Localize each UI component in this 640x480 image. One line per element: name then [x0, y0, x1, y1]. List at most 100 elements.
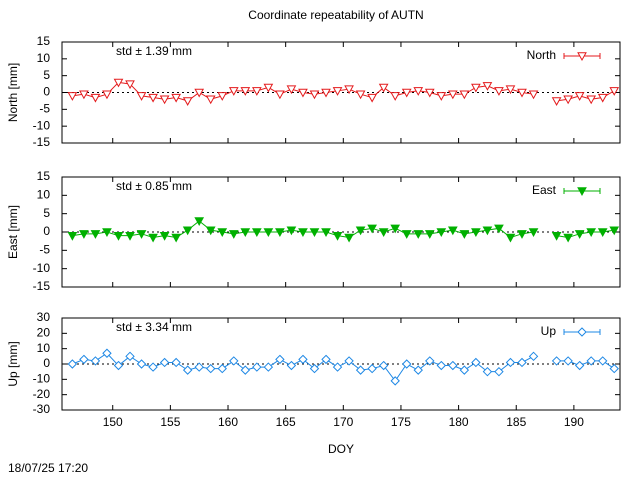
legend-label: North: [527, 48, 556, 62]
marker: [286, 226, 297, 236]
marker: [436, 360, 447, 371]
legend-label: East: [532, 183, 557, 197]
marker: [79, 230, 89, 239]
marker: [171, 93, 181, 103]
marker: [275, 354, 285, 365]
marker: [251, 228, 262, 238]
marker: [448, 360, 458, 371]
annotation: std ± 3.34 mm: [116, 320, 192, 334]
y-tick-label: 30: [37, 310, 51, 324]
x-tick-label: 190: [564, 415, 584, 429]
marker: [413, 230, 424, 239]
marker: [136, 230, 147, 239]
x-tick-label: 185: [506, 415, 526, 429]
x-tick-label: 165: [276, 415, 296, 429]
marker: [505, 233, 516, 243]
marker: [321, 88, 331, 98]
marker: [447, 90, 458, 100]
marker: [275, 228, 285, 238]
marker: [482, 366, 493, 377]
y-tick-label: -5: [39, 102, 50, 116]
marker: [171, 357, 181, 368]
marker: [401, 230, 412, 239]
marker: [148, 93, 158, 103]
marker: [148, 233, 158, 243]
marker: [332, 362, 343, 372]
marker: [286, 85, 297, 95]
x-tick-label: 150: [103, 415, 123, 429]
marker: [182, 365, 193, 375]
y-tick-label: -5: [39, 243, 50, 257]
marker: [159, 231, 170, 241]
x-tick-label: 180: [449, 415, 469, 429]
x-tick-label: 170: [333, 415, 353, 429]
y-tick-label: 10: [37, 188, 51, 202]
marker: [194, 362, 204, 372]
marker: [286, 360, 297, 371]
legend-marker: [577, 327, 587, 337]
marker: [494, 366, 504, 377]
marker: [102, 348, 112, 358]
marker: [378, 228, 389, 238]
y-tick-label: -10: [33, 261, 51, 275]
marker: [413, 87, 424, 96]
legend-label: Up: [541, 324, 557, 338]
marker: [378, 83, 389, 93]
marker: [79, 354, 89, 365]
marker: [125, 80, 135, 90]
y-tick-label: -30: [33, 402, 51, 416]
chart-title: Coordinate repeatability of AUTN: [248, 8, 423, 22]
marker: [390, 376, 400, 386]
marker: [206, 363, 216, 374]
y-tick-label: -15: [33, 279, 51, 293]
marker: [517, 357, 527, 368]
marker: [228, 230, 239, 239]
marker: [378, 360, 389, 371]
y-tick-label: 0: [43, 224, 50, 238]
marker: [551, 231, 562, 241]
marker: [298, 228, 308, 238]
marker: [205, 95, 216, 105]
marker: [574, 230, 585, 239]
marker: [482, 226, 493, 236]
marker: [609, 226, 620, 236]
marker: [401, 88, 412, 98]
y-tick-label: 5: [43, 206, 50, 220]
marker: [344, 85, 354, 95]
marker: [125, 231, 135, 241]
y-tick-label: 20: [37, 326, 51, 340]
marker: [113, 231, 124, 241]
marker: [517, 230, 527, 239]
marker: [240, 87, 251, 96]
marker: [551, 97, 562, 106]
marker: [436, 92, 447, 101]
marker: [263, 228, 274, 238]
marker: [505, 357, 516, 368]
marker: [459, 90, 470, 100]
marker: [471, 357, 481, 368]
marker: [563, 95, 573, 105]
marker: [528, 228, 539, 238]
marker: [148, 362, 158, 372]
marker: [240, 228, 251, 238]
marker: [67, 359, 78, 369]
marker: [413, 365, 423, 375]
marker: [332, 87, 343, 96]
y-tick-label: 0: [43, 85, 50, 99]
marker: [159, 95, 170, 105]
marker: [586, 95, 597, 105]
marker: [505, 85, 516, 95]
marker: [551, 356, 562, 366]
marker: [597, 93, 608, 103]
legend-marker: [577, 187, 587, 197]
marker: [494, 87, 504, 96]
marker: [252, 362, 262, 372]
marker: [90, 93, 101, 103]
marker: [102, 228, 112, 238]
legend-marker: [577, 52, 587, 62]
marker: [136, 359, 147, 369]
y-tick-label: 5: [43, 68, 50, 82]
x-axis-label: DOY: [328, 442, 354, 456]
marker: [344, 233, 354, 243]
